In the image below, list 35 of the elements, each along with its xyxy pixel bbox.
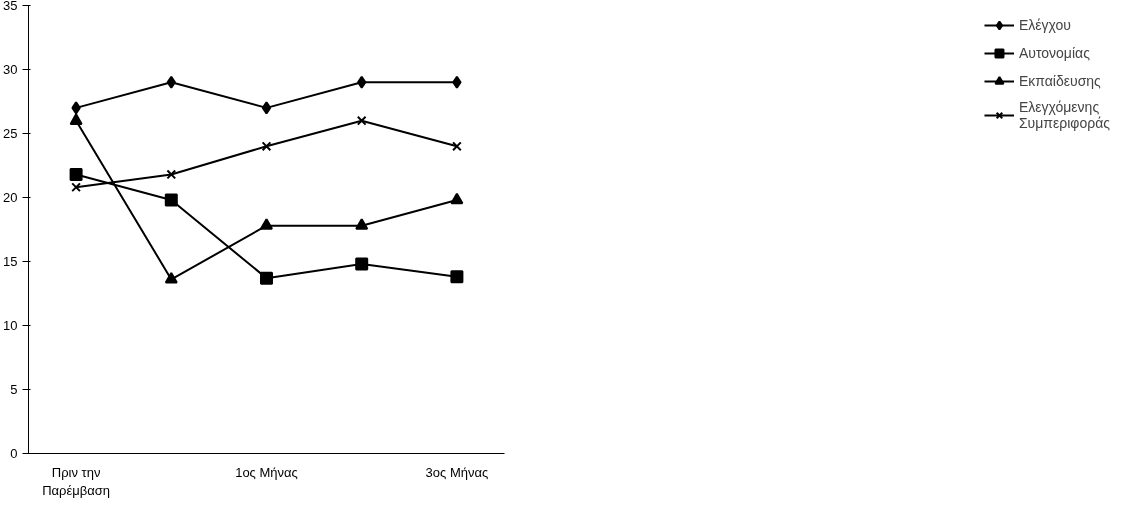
y-tick-label: 30 [3,62,18,77]
point [164,193,178,207]
y-tick-label: 25 [3,126,18,141]
y-tick-label: 20 [3,190,18,205]
point [166,169,177,180]
x-tick-label: 3ος Μήνας [425,464,489,480]
legend-label: Ελέγχου [1018,17,1071,33]
point [260,271,273,285]
y-tick-label: 15 [3,254,18,269]
y-tick-label: 35 [3,0,18,13]
point [69,113,83,125]
y-tick-label: 5 [10,382,18,397]
x-tick-label: 1ος Μήνας [235,464,298,480]
x-tick-label: Πριν την Παρέμβαση [42,464,111,498]
point [355,257,369,271]
legend-label: Ελεγχόμενης Συμπεριφοράς [1018,99,1110,131]
point [357,75,367,89]
point [164,272,178,284]
point [452,141,462,152]
point [450,192,464,205]
point [166,75,176,89]
y-tick-label: 10 [3,318,18,333]
point [450,270,464,284]
point [261,101,272,115]
point [71,101,81,115]
y-tick-label: 0 [10,446,18,461]
point [355,218,369,230]
point [260,218,273,230]
point [356,115,367,126]
point [71,182,81,193]
legend-label: Αυτονομίας [1018,45,1090,61]
point [69,167,83,181]
legend-label: Εκπαίδευσης [1018,73,1101,89]
point [261,141,272,152]
point [452,75,462,89]
